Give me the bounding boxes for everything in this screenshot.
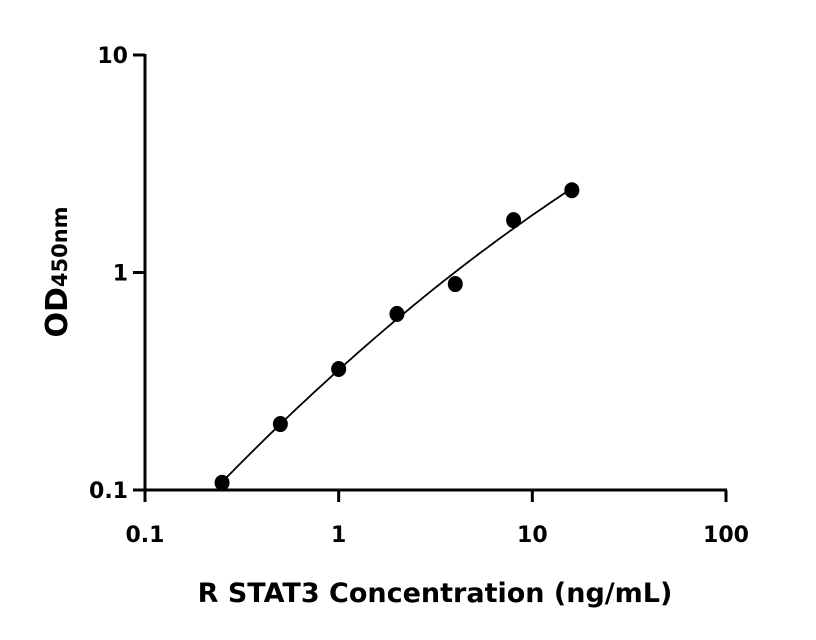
tick-labels: 0.1 1 10 100 0.1 1 10 — [89, 44, 749, 548]
y-tick-label: 10 — [97, 44, 128, 69]
data-points — [214, 182, 580, 491]
y-tick-label: 0.1 — [89, 479, 128, 504]
data-point — [447, 276, 463, 293]
x-tick-label: 0.1 — [126, 523, 165, 548]
data-point — [214, 474, 230, 491]
data-point — [272, 416, 288, 433]
fit-curve — [221, 187, 573, 483]
data-point — [564, 182, 580, 199]
y-axis-label-main: OD — [40, 287, 75, 337]
x-axis-label: R STAT3 Concentration (ng/mL) — [198, 578, 673, 609]
data-point — [506, 212, 522, 229]
data-point — [389, 305, 405, 322]
x-tick-label: 10 — [517, 523, 548, 548]
axes — [133, 53, 728, 502]
y-axis-label: OD450nm — [40, 206, 75, 337]
data-point — [331, 361, 347, 378]
y-axis-label-subscript: 450nm — [48, 206, 72, 287]
x-tick-label: 100 — [703, 523, 749, 548]
x-tick-label: 1 — [331, 523, 346, 548]
y-tick-label: 1 — [113, 262, 128, 287]
